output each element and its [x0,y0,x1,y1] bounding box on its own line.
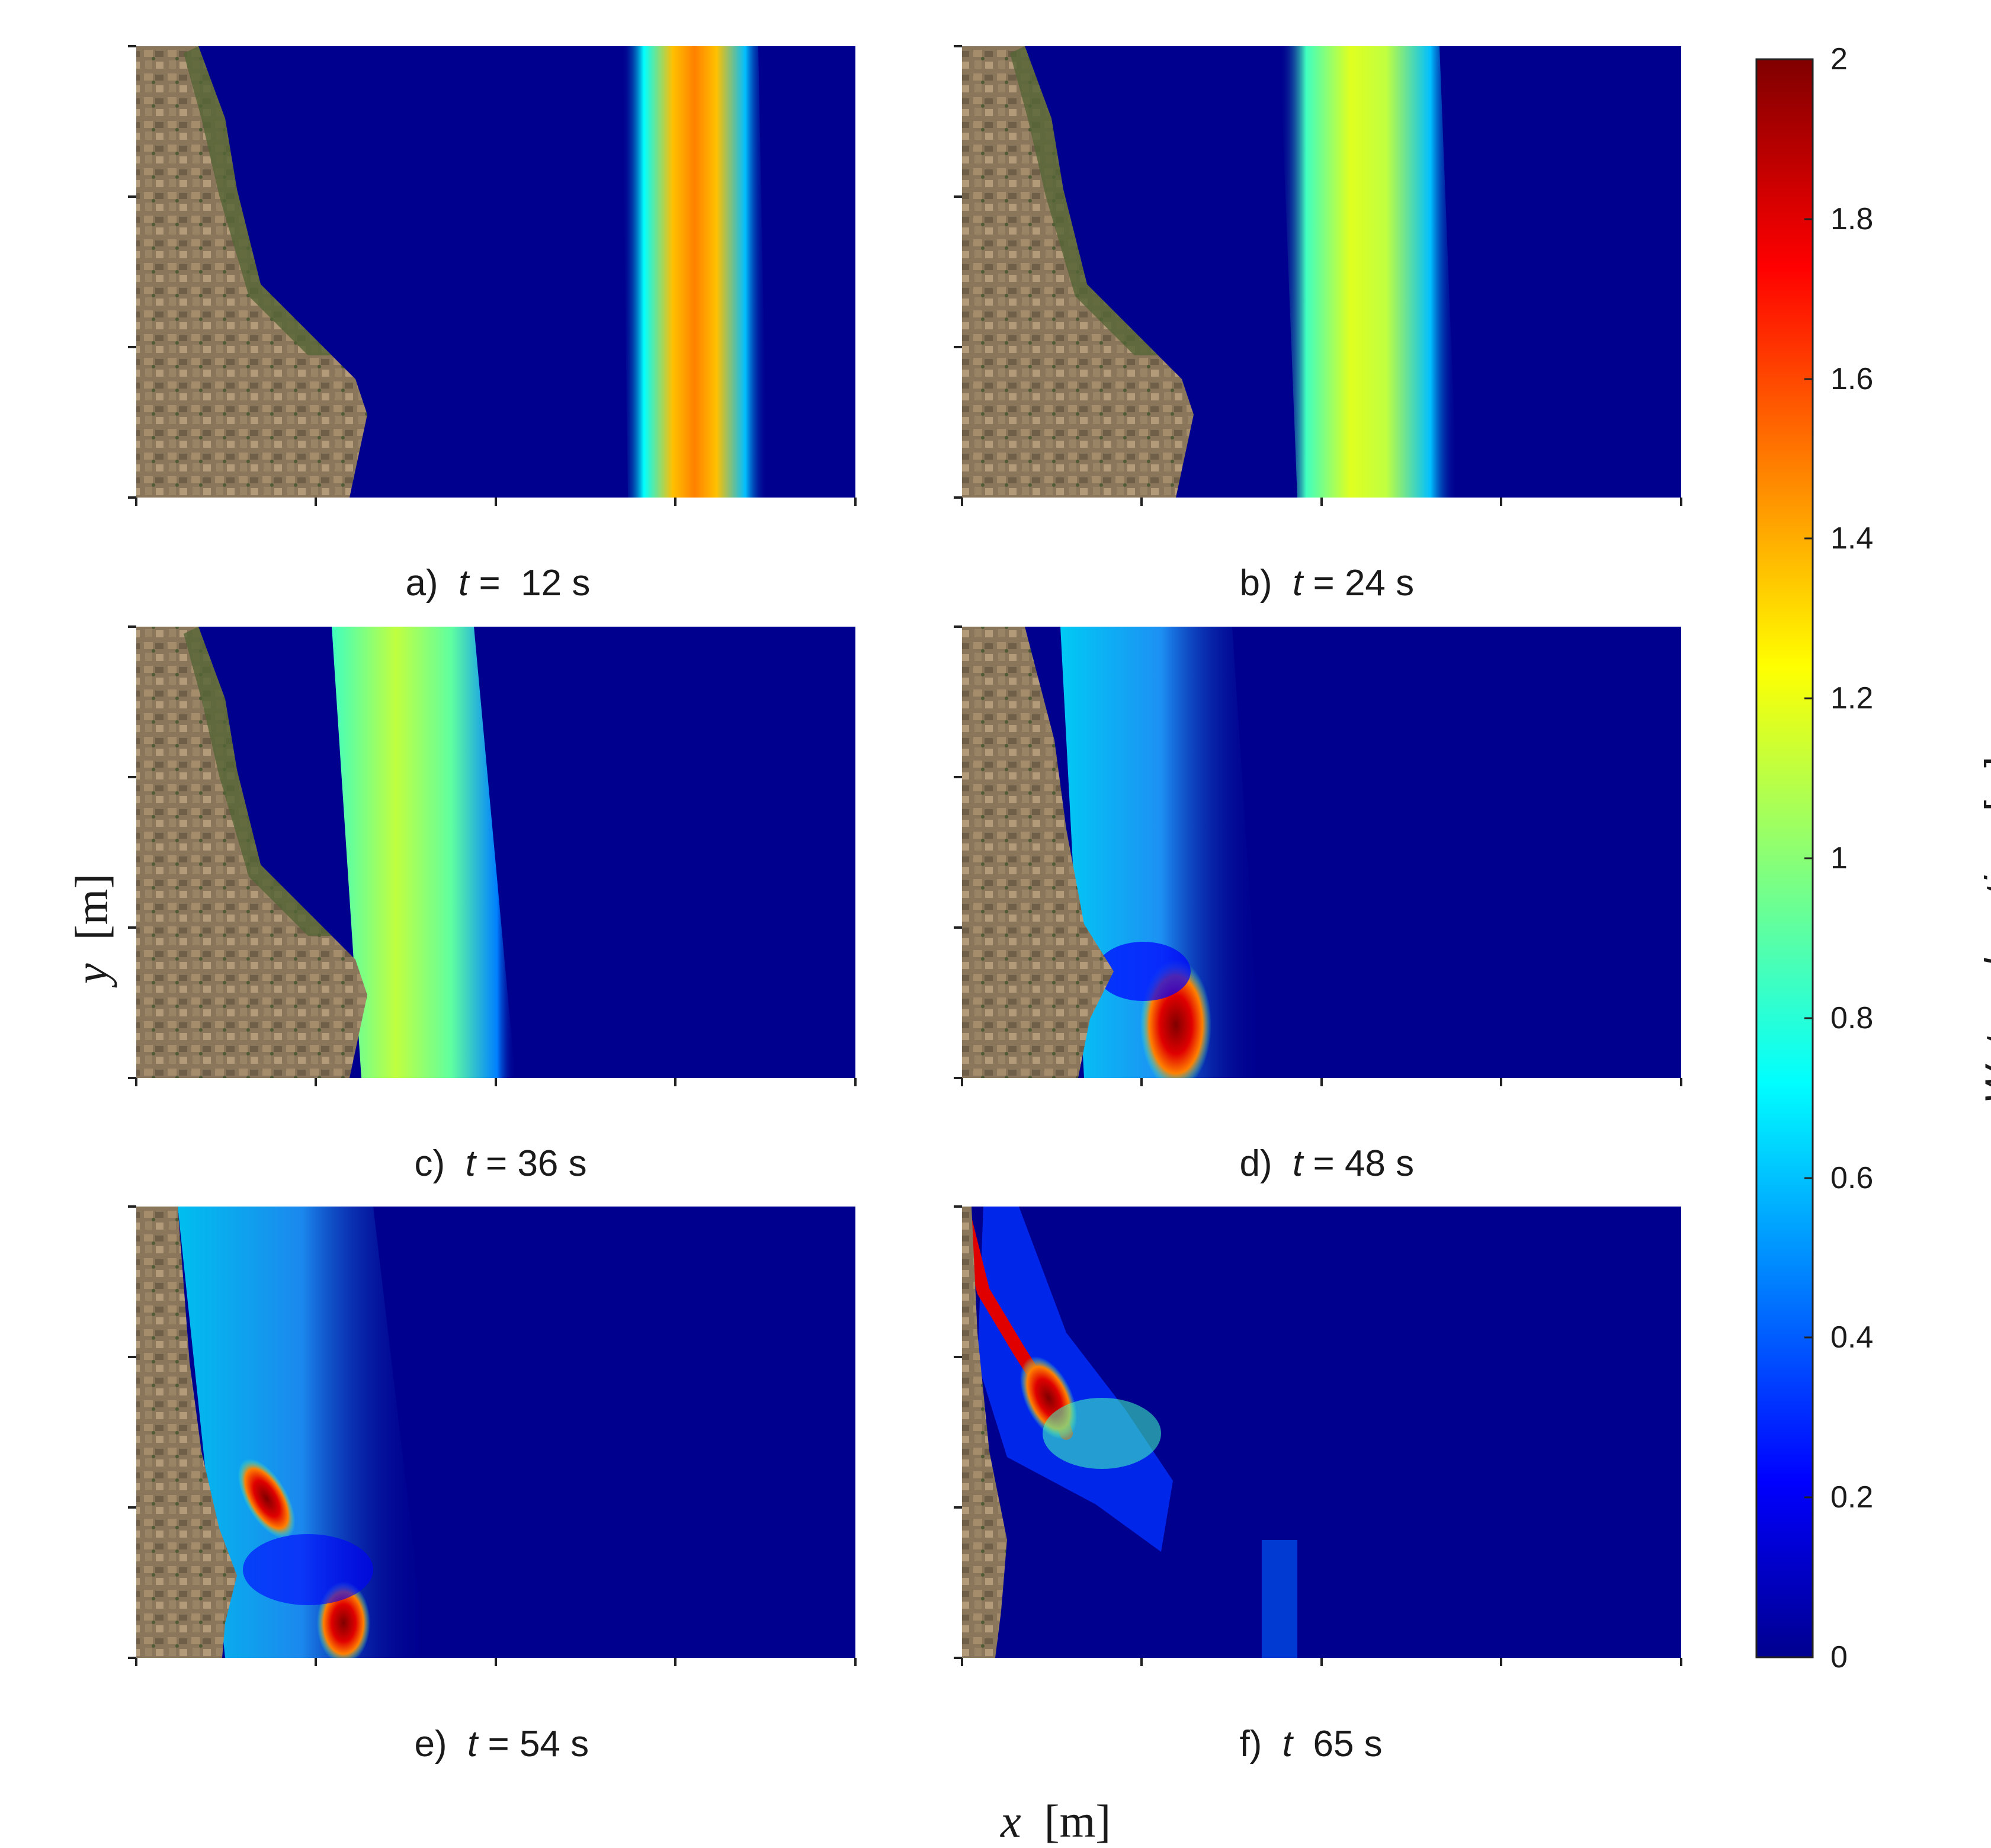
coastline-land [962,627,1114,1078]
colorbar [1755,58,1814,1658]
x-axis-title: x [m] [1001,1795,1111,1847]
colorbar-title: Water elevation [m] [1977,756,1991,1104]
panel-e [136,1207,855,1658]
caption-panel-c: c) t = 36 s [414,1143,587,1184]
panel-d [962,627,1681,1078]
panel-a [136,46,855,498]
coastline-land [962,1207,1007,1658]
panel-c [136,627,855,1078]
colorbar-tick-label: 0.4 [1830,1320,1874,1355]
caption-panel-b: b) t = 24 s [1239,563,1415,604]
colorbar-tick-label: 1.8 [1830,202,1874,236]
panel-b [962,46,1681,498]
colorbar-tick-label: 0.8 [1830,1001,1874,1035]
colorbar-tick-label: 0.6 [1830,1161,1874,1195]
colorbar-tick-label: 1.2 [1830,681,1874,716]
caption-panel-e: e) t = 54 s [414,1724,589,1764]
colorbar-tick-label: 1.6 [1830,362,1874,396]
caption-panel-f: f) t 65 s [1239,1724,1383,1764]
colorbar-tick-label: 2 [1830,42,1848,76]
figure-canvas [128,45,1814,1666]
caption-panel-d: d) t = 48 s [1239,1143,1415,1184]
axis-ticks [128,45,1682,1666]
caption-panel-a: a) t = 12 s [405,563,591,604]
panel-f [962,1207,1681,1658]
coastline-land [136,1207,237,1658]
colorbar-tick-label: 1 [1830,841,1848,875]
colorbar-tick-label: 1.4 [1830,521,1874,556]
colorbar-tick-label: 0 [1830,1640,1848,1674]
colorbar-ticks [1804,58,1813,1658]
y-axis-title: y [m] [66,873,117,984]
colorbar-tick-label: 0.2 [1830,1480,1874,1515]
